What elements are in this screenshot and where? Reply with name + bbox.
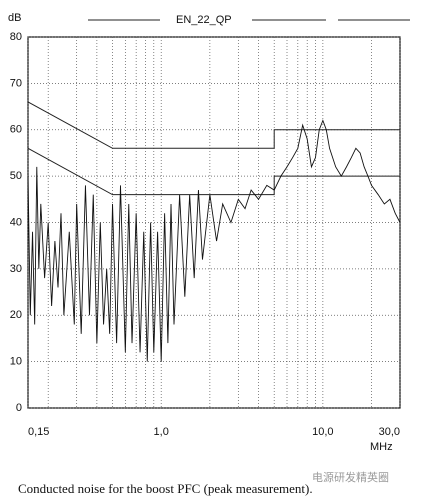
series-line [27, 119, 401, 362]
x-tick-label: 1,0 [154, 426, 169, 438]
series-line [27, 101, 400, 149]
y-tick-label: 40 [10, 216, 22, 228]
y-tick-label: 10 [10, 356, 22, 368]
x-tick-label: 10,0 [312, 426, 333, 438]
y-tick-label: 80 [10, 31, 22, 43]
y-tick-label: 30 [10, 263, 22, 275]
y-axis-label: dB [8, 12, 21, 24]
x-tick-label: 30,0 [379, 426, 400, 438]
y-tick-label: 70 [10, 77, 22, 89]
y-tick-label: 50 [10, 170, 22, 182]
y-tick-label: 60 [10, 124, 22, 136]
watermark: 电源研发精英圈 [312, 470, 389, 484]
y-tick-label: 0 [16, 402, 22, 414]
y-tick-label: 20 [10, 309, 22, 321]
x-tick-label: 0,15 [28, 426, 49, 438]
x-axis-label: MHz [370, 441, 393, 453]
series-line [27, 147, 400, 196]
legend-label: EN_22_QP [176, 14, 232, 26]
caption: Conducted noise for the boost PFC (peak … [18, 481, 313, 496]
